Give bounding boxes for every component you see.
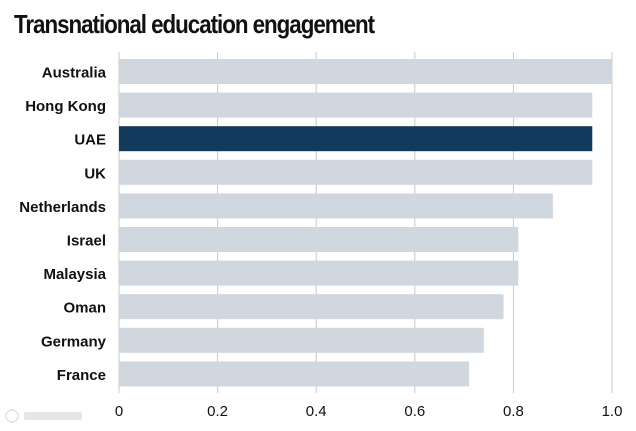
category-label: Israel <box>67 233 106 250</box>
bars <box>119 59 612 387</box>
x-tick-label: 0.6 <box>404 403 425 420</box>
x-tick-label: 0.4 <box>306 403 327 420</box>
bar <box>119 59 612 84</box>
category-label: Oman <box>63 300 106 317</box>
category-label: Malaysia <box>43 266 106 283</box>
category-labels: Australia Hong Kong UAE UK Netherlands Israel… <box>19 65 106 384</box>
x-tick-label: 0 <box>115 403 123 420</box>
category-label: Australia <box>42 65 107 82</box>
category-label: UK <box>84 165 106 182</box>
bar <box>119 294 504 320</box>
bar <box>119 227 519 252</box>
x-tick-label: 0.8 <box>503 403 524 420</box>
x-tick-label: 1.0 <box>602 403 623 420</box>
bar <box>119 126 593 152</box>
bar <box>119 193 553 219</box>
category-label: Netherlands <box>19 199 106 216</box>
category-label: UAE <box>74 132 106 149</box>
category-label: France <box>57 367 106 384</box>
bar <box>119 92 593 118</box>
bar <box>119 361 470 387</box>
bar <box>119 159 593 185</box>
x-tick-label: 0.2 <box>207 403 228 420</box>
bar <box>119 327 484 353</box>
x-tick-labels: 0 0.2 0.4 0.6 0.8 1.0 <box>115 403 623 420</box>
chart-title: Transnational education engagement <box>14 9 375 39</box>
category-label: Germany <box>41 333 107 350</box>
bar <box>119 260 519 286</box>
category-label: Hong Kong <box>25 98 106 115</box>
watermark-logo <box>5 409 82 423</box>
